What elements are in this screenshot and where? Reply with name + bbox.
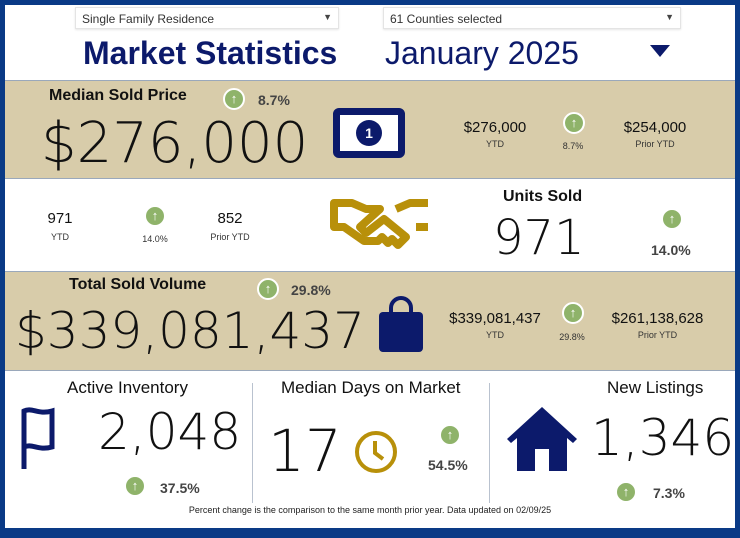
median-days-change: 54.5%: [428, 457, 468, 473]
chevron-down-icon: ▼: [323, 12, 332, 22]
new-listings-change: 7.3%: [653, 485, 685, 501]
total-sold-volume-section: Total Sold Volume ↑ 29.8% $339,081,437 $…: [5, 271, 735, 371]
new-listings-label: New Listings: [607, 378, 704, 397]
active-inventory-label: Active Inventory: [67, 378, 188, 397]
active-inventory-change: 37.5%: [160, 480, 200, 496]
arrow-up-icon: ↑: [615, 481, 637, 503]
dashboard: Single Family Residence ▼ 61 Counties sel…: [5, 5, 735, 528]
arrow-up-icon: ↑: [124, 475, 146, 497]
property-type-dropdown[interactable]: Single Family Residence ▼: [75, 7, 339, 29]
change-pct: 14.0%: [651, 242, 691, 258]
section-label: Total Sold Volume: [69, 276, 207, 293]
period-dropdown-icon[interactable]: [650, 45, 670, 57]
ytd-label: YTD: [486, 139, 504, 149]
property-type-value: Single Family Residence: [82, 12, 215, 26]
prior-ytd-value: $261,138,628: [611, 310, 704, 327]
page-title: Market Statistics: [83, 35, 338, 71]
divider: [252, 383, 253, 503]
prior-ytd-label: Prior YTD: [635, 139, 675, 149]
median-sold-price-section: Median Sold Price ↑ 8.7% $276,000 1 $276…: [5, 80, 735, 179]
active-inventory-value: 2,048: [98, 403, 242, 461]
prior-ytd-label: Prior YTD: [210, 232, 250, 242]
change-pct: 29.8%: [291, 282, 331, 298]
handshake-icon: [330, 199, 428, 249]
divider: [489, 383, 490, 503]
section-label: Median Sold Price: [49, 87, 187, 104]
arrow-up-icon: ↑: [562, 302, 584, 324]
ytd-value: $276,000: [463, 119, 527, 136]
counties-dropdown[interactable]: 61 Counties selected ▼: [383, 7, 681, 29]
shopping-bag-icon: [379, 296, 423, 352]
change-pct: 8.7%: [258, 92, 290, 108]
ytd-value: $339,081,437: [449, 310, 541, 327]
prior-ytd-value: $254,000: [623, 119, 687, 136]
ytd-label: YTD: [486, 330, 504, 340]
ytd-change: 29.8%: [559, 332, 585, 342]
section-label: Units Sold: [503, 188, 583, 205]
median-days-label: Median Days on Market: [281, 378, 461, 397]
counties-value: 61 Counties selected: [390, 12, 503, 26]
house-icon: [507, 407, 577, 471]
median-days-value: 17: [268, 417, 342, 485]
money-bill-icon: 1: [333, 108, 405, 158]
new-listings-value: 1,346: [591, 409, 735, 467]
arrow-up-icon: ↑: [144, 205, 166, 227]
flag-icon: [21, 407, 55, 469]
ytd-change: 14.0%: [142, 234, 168, 244]
arrow-up-icon: ↑: [661, 208, 683, 230]
units-sold-section: 971 YTD ↑ 14.0% 852 Prior YTD Units Sold…: [5, 180, 735, 270]
arrow-up-icon: ↑: [439, 424, 461, 446]
ytd-label: YTD: [51, 232, 69, 242]
prior-ytd-value: 852: [217, 210, 243, 227]
main-value: $339,081,437: [15, 302, 365, 360]
ytd-change: 8.7%: [562, 141, 584, 151]
chevron-down-icon: ▼: [665, 12, 674, 22]
arrow-up-icon: ↑: [563, 112, 585, 134]
main-value: 971: [493, 210, 585, 266]
ytd-value: 971: [47, 210, 73, 227]
prior-ytd-label: Prior YTD: [637, 330, 678, 340]
period-label: January 2025: [385, 35, 579, 71]
main-value: $276,000: [41, 111, 309, 176]
arrow-up-icon: ↑: [223, 88, 245, 110]
clock-icon: [355, 431, 397, 473]
footer-note: Percent change is the comparison to the …: [188, 505, 552, 515]
arrow-up-icon: ↑: [257, 278, 279, 300]
